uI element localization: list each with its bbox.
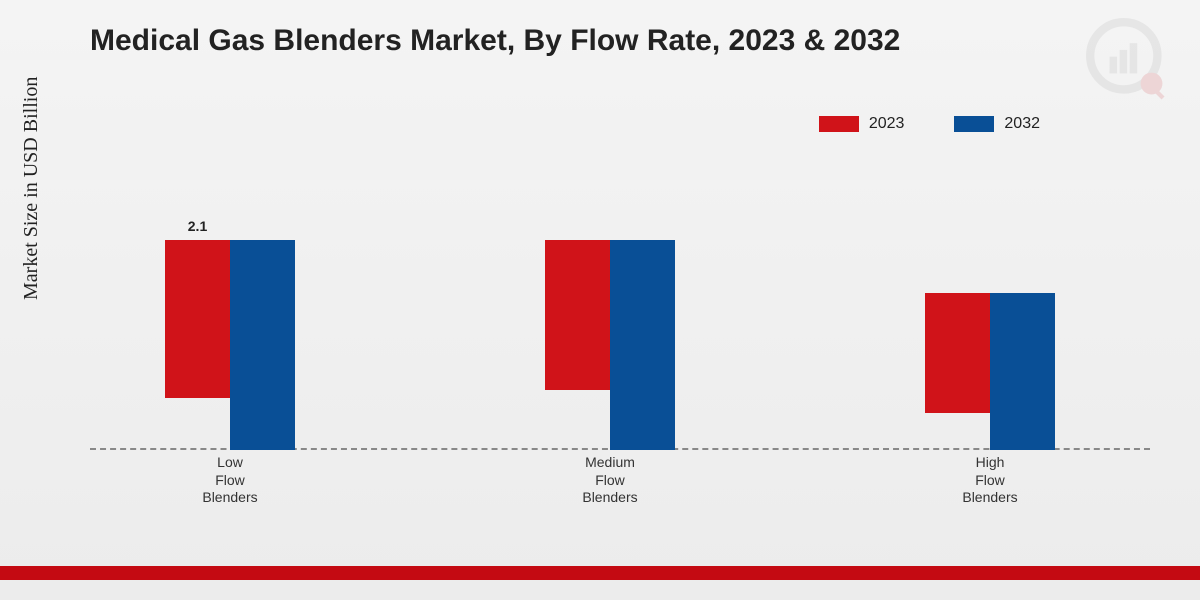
chart-canvas: Medical Gas Blenders Market, By Flow Rat… [0, 0, 1200, 600]
bar-medium-2023 [545, 240, 610, 390]
legend-label-2032: 2032 [1004, 115, 1040, 133]
bar-value-low-2023: 2.1 [165, 218, 230, 234]
footer-accent-bar [0, 566, 1200, 580]
cat-label-high: High Flow Blenders [900, 454, 1080, 507]
bar-low-2032 [230, 240, 295, 450]
bar-group-high [900, 293, 1080, 451]
plot-area: 2.1 [90, 150, 1150, 450]
legend-item-2023: 2023 [819, 115, 905, 133]
legend-swatch-2032 [954, 116, 994, 132]
watermark-logo [1086, 18, 1170, 102]
legend: 2023 2032 [819, 115, 1040, 133]
cat-label-medium: Medium Flow Blenders [520, 454, 700, 507]
bar-group-medium [520, 240, 700, 450]
bar-high-2032 [990, 293, 1055, 451]
category-labels: Low Flow Blenders Medium Flow Blenders H… [90, 450, 1150, 510]
cat-label-low: Low Flow Blenders [140, 454, 320, 507]
legend-item-2032: 2032 [954, 115, 1040, 133]
bar-low-2023: 2.1 [165, 240, 230, 398]
bar-medium-2032 [610, 240, 675, 450]
chart-title: Medical Gas Blenders Market, By Flow Rat… [90, 24, 900, 58]
y-axis-label: Market Size in USD Billion [20, 77, 43, 300]
bar-group-low: 2.1 [140, 240, 320, 450]
legend-label-2023: 2023 [869, 115, 905, 133]
legend-swatch-2023 [819, 116, 859, 132]
bar-high-2023 [925, 293, 990, 413]
